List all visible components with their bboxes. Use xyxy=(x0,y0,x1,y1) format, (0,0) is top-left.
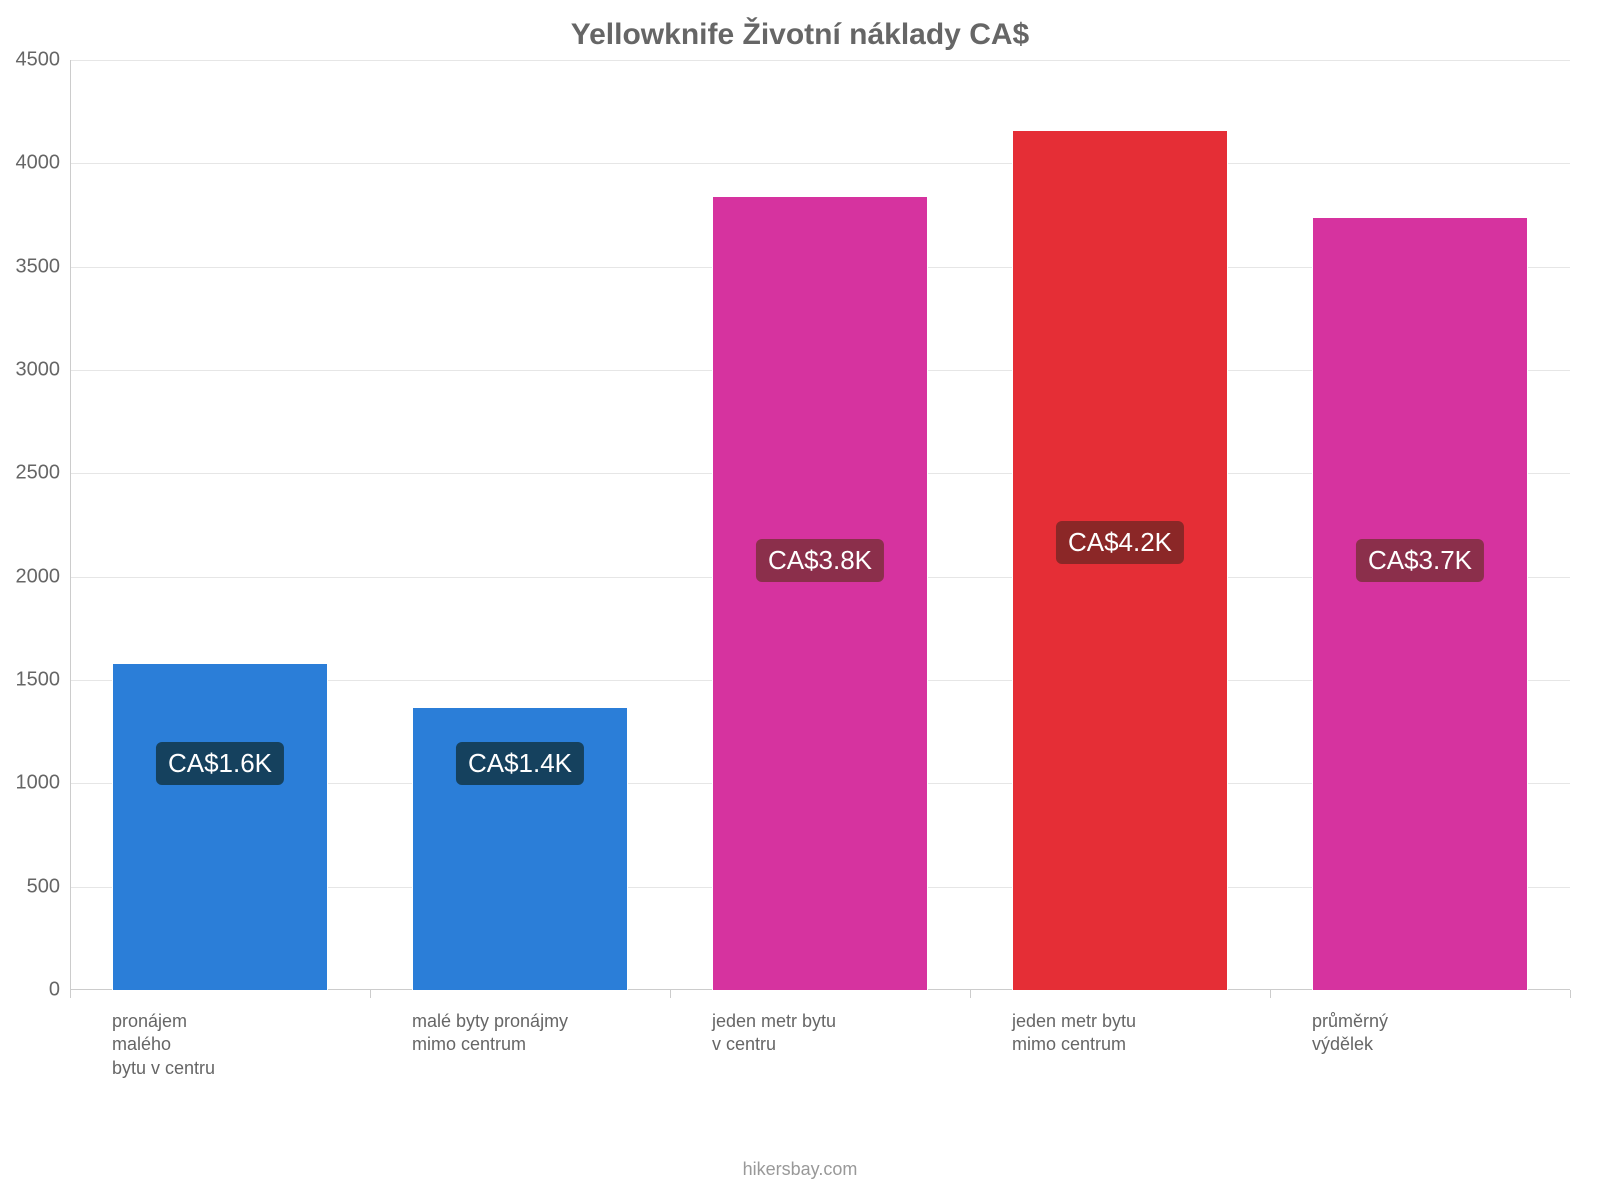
y-tick-label: 4000 xyxy=(16,152,71,175)
gridline xyxy=(70,163,1570,164)
bar: CA$4.2K xyxy=(1012,130,1228,990)
y-tick-label: 500 xyxy=(27,875,70,898)
bar-value-badge: CA$3.7K xyxy=(1356,539,1484,582)
x-tick-mark xyxy=(1270,990,1271,998)
y-tick-label: 2000 xyxy=(16,565,71,588)
y-tick-label: 1500 xyxy=(16,669,71,692)
x-tick-label: průměrný výdělek xyxy=(1312,990,1528,1057)
y-tick-label: 0 xyxy=(49,979,70,1002)
x-tick-mark xyxy=(970,990,971,998)
bar: CA$1.4K xyxy=(412,707,628,990)
bar-value-badge: CA$4.2K xyxy=(1056,521,1184,564)
bar: CA$3.7K xyxy=(1312,217,1528,990)
y-tick-label: 4500 xyxy=(16,49,71,72)
x-tick-label: jeden metr bytu mimo centrum xyxy=(1012,990,1228,1057)
bar-value-badge: CA$1.4K xyxy=(456,742,584,785)
x-tick-label: pronájem malého bytu v centru xyxy=(112,990,328,1080)
bar: CA$1.6K xyxy=(112,663,328,990)
gridline xyxy=(70,60,1570,61)
cost-of-living-bar-chart: Yellowknife Životní náklady CA$ 05001000… xyxy=(0,0,1600,1200)
y-tick-label: 2500 xyxy=(16,462,71,485)
y-tick-label: 3000 xyxy=(16,359,71,382)
y-axis-line xyxy=(70,60,71,990)
chart-footer-credit: hikersbay.com xyxy=(0,1159,1600,1180)
x-tick-mark xyxy=(670,990,671,998)
bar: CA$3.8K xyxy=(712,196,928,990)
plot-area: 050010001500200025003000350040004500CA$1… xyxy=(70,60,1570,990)
bar-value-badge: CA$1.6K xyxy=(156,742,284,785)
x-tick-mark xyxy=(1570,990,1571,998)
x-tick-label: jeden metr bytu v centru xyxy=(712,990,928,1057)
y-tick-label: 1000 xyxy=(16,772,71,795)
x-tick-label: malé byty pronájmy mimo centrum xyxy=(412,990,628,1057)
x-tick-mark xyxy=(370,990,371,998)
bar-value-badge: CA$3.8K xyxy=(756,539,884,582)
chart-title: Yellowknife Životní náklady CA$ xyxy=(0,18,1600,52)
y-tick-label: 3500 xyxy=(16,255,71,278)
x-tick-mark xyxy=(70,990,71,998)
